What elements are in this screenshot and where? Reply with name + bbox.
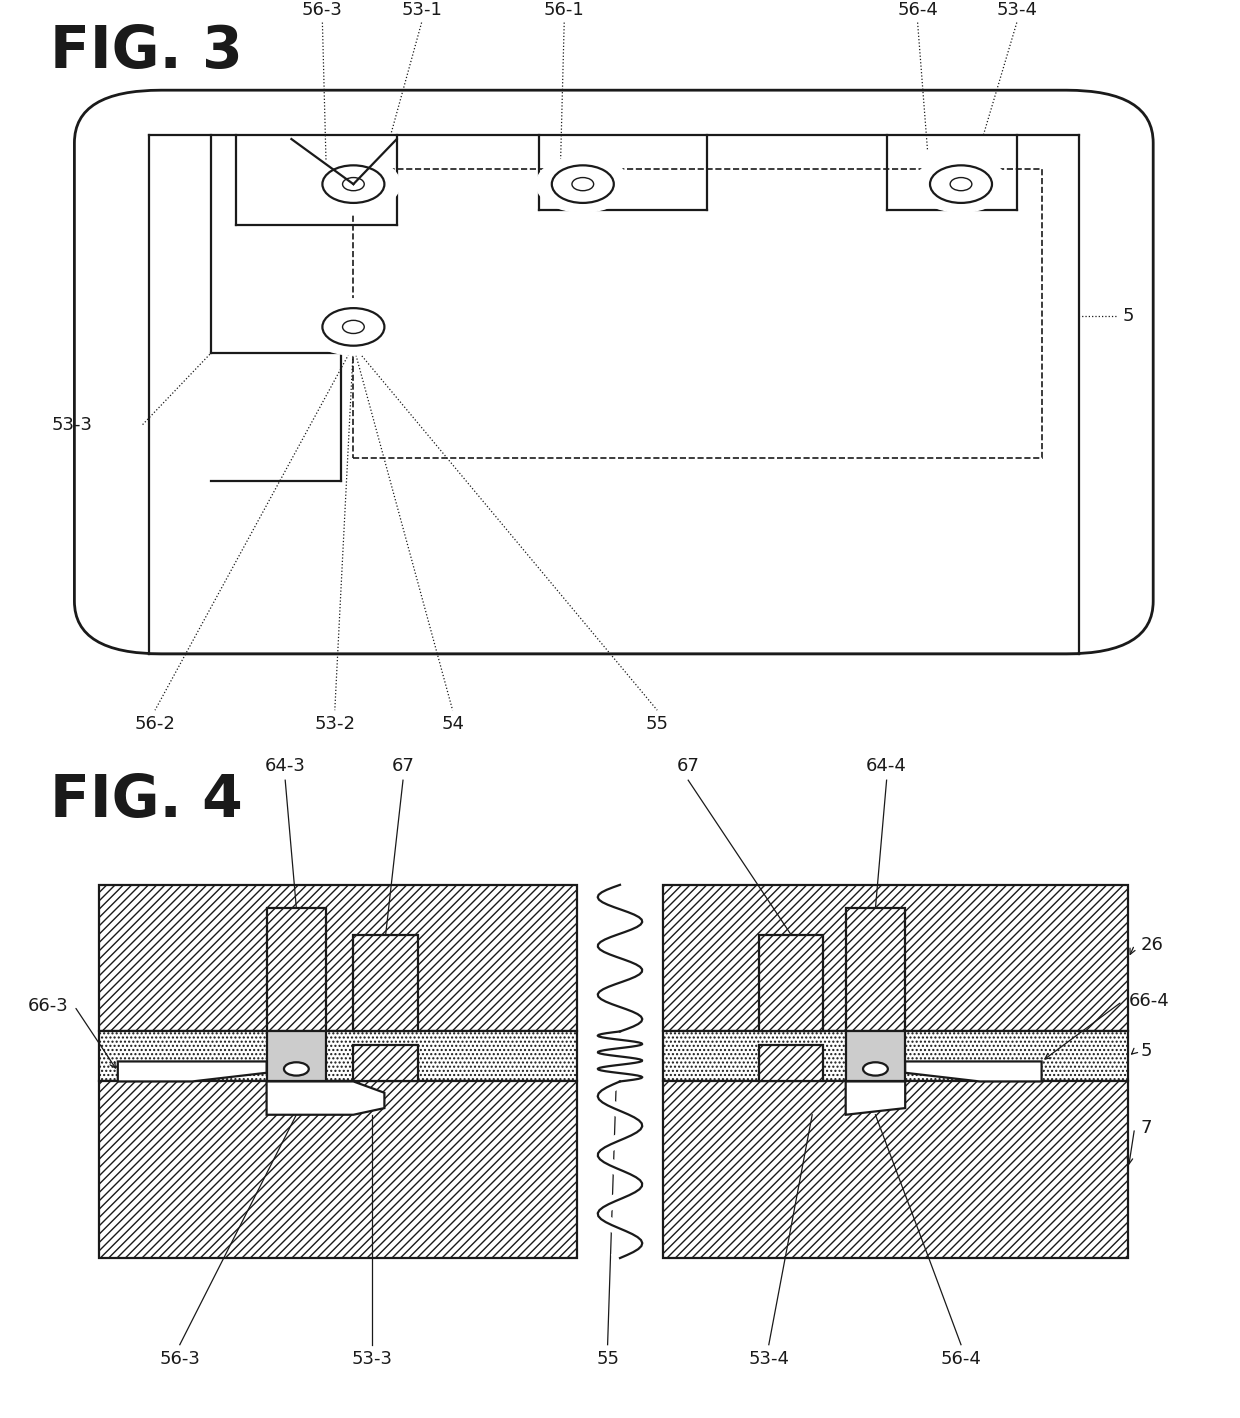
- Polygon shape: [846, 1082, 905, 1115]
- Bar: [99, 1082, 577, 1258]
- Bar: [663, 1082, 1128, 1258]
- Circle shape: [284, 1062, 309, 1076]
- Text: 53-3: 53-3: [351, 1350, 393, 1368]
- Polygon shape: [267, 1082, 384, 1115]
- Text: 64-3: 64-3: [265, 757, 305, 774]
- Text: 56-3: 56-3: [303, 1, 342, 18]
- Circle shape: [536, 156, 629, 213]
- Text: 53-3: 53-3: [52, 415, 93, 434]
- Text: 5: 5: [1122, 306, 1133, 325]
- Bar: [353, 1045, 418, 1082]
- Text: 55: 55: [646, 715, 668, 733]
- Text: 66-4: 66-4: [1128, 993, 1169, 1011]
- Circle shape: [863, 1062, 888, 1076]
- Text: 53-2: 53-2: [314, 715, 356, 733]
- Text: 56-3: 56-3: [160, 1350, 200, 1368]
- Bar: [663, 885, 1128, 1031]
- Text: 67: 67: [677, 757, 699, 774]
- Circle shape: [930, 166, 992, 203]
- Text: 56-4: 56-4: [941, 1350, 981, 1368]
- Bar: [99, 885, 577, 1031]
- Bar: [663, 1031, 1128, 1082]
- Text: FIG. 4: FIG. 4: [50, 771, 242, 828]
- Polygon shape: [118, 1062, 267, 1082]
- Text: 54: 54: [441, 715, 464, 733]
- Text: 7: 7: [1141, 1119, 1152, 1137]
- Circle shape: [322, 308, 384, 346]
- Text: 56-4: 56-4: [898, 1, 937, 18]
- Polygon shape: [905, 1062, 1042, 1082]
- Circle shape: [342, 177, 365, 190]
- FancyBboxPatch shape: [74, 91, 1153, 654]
- Bar: [267, 1031, 326, 1082]
- Text: 64-4: 64-4: [867, 757, 906, 774]
- Circle shape: [572, 177, 594, 190]
- Circle shape: [950, 177, 972, 190]
- Circle shape: [306, 299, 399, 354]
- Circle shape: [552, 166, 614, 203]
- Bar: [759, 934, 823, 1031]
- Text: 55: 55: [596, 1350, 619, 1368]
- Text: 5: 5: [1141, 1042, 1152, 1061]
- Text: FIG. 3: FIG. 3: [50, 23, 242, 79]
- Text: 53-4: 53-4: [996, 1, 1038, 18]
- Bar: [846, 1031, 905, 1082]
- Text: 56-1: 56-1: [544, 1, 584, 18]
- Bar: [267, 908, 326, 1031]
- Bar: [353, 169, 1042, 458]
- Text: 56-2: 56-2: [135, 715, 175, 733]
- Text: 66-3: 66-3: [27, 997, 68, 1015]
- Bar: [759, 1045, 823, 1082]
- Circle shape: [342, 320, 365, 333]
- Text: 26: 26: [1141, 936, 1163, 954]
- Text: 67: 67: [392, 757, 414, 774]
- Bar: [99, 1031, 577, 1082]
- Bar: [846, 908, 905, 1031]
- Bar: [353, 934, 418, 1031]
- Circle shape: [322, 166, 384, 203]
- Text: 53-4: 53-4: [748, 1350, 790, 1368]
- Circle shape: [915, 156, 1007, 213]
- Circle shape: [306, 156, 399, 213]
- Text: 53-1: 53-1: [402, 1, 441, 18]
